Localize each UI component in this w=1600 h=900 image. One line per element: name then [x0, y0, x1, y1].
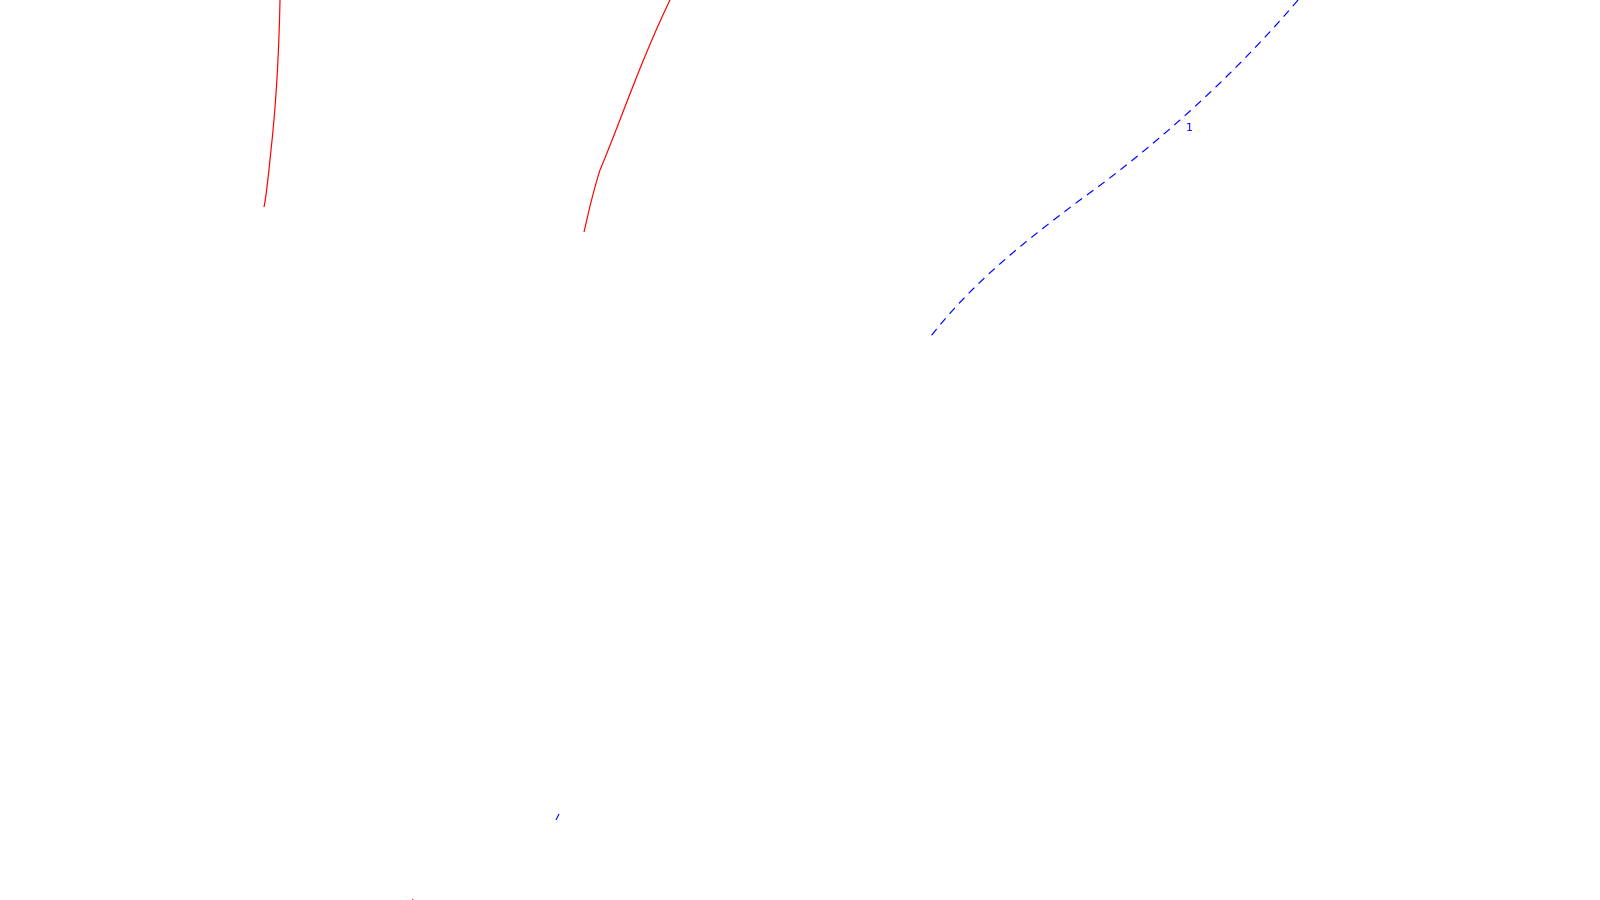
- red-curve-left: [263, 0, 281, 208]
- blue-fragment: [555, 813, 560, 821]
- dashed-curve-label: 1: [1186, 121, 1193, 134]
- blue-dashed-curve: [927, 0, 1299, 341]
- red-curve-middle: [583, 0, 671, 233]
